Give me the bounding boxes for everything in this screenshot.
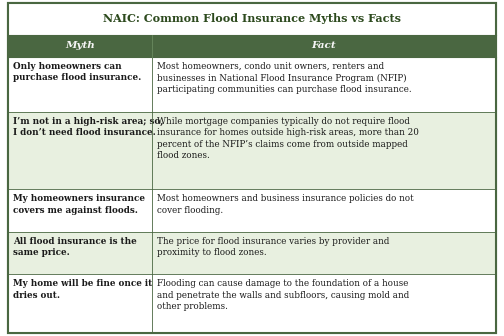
Text: NAIC: Common Flood Insurance Myths vs Facts: NAIC: Common Flood Insurance Myths vs Fa… <box>103 13 401 24</box>
Bar <box>8 112 496 189</box>
Text: I’m not in a high-risk area; so,
I don’t need flood insurance.: I’m not in a high-risk area; so, I don’t… <box>13 117 163 137</box>
Bar <box>8 275 496 333</box>
Text: All flood insurance is the
same price.: All flood insurance is the same price. <box>13 237 137 257</box>
Text: Most homeowners and business insurance policies do not
cover flooding.: Most homeowners and business insurance p… <box>157 194 414 215</box>
Text: Fact: Fact <box>311 42 336 50</box>
Bar <box>8 57 496 112</box>
Text: Most homeowners, condo unit owners, renters and
businesses in National Flood Ins: Most homeowners, condo unit owners, rent… <box>157 62 412 94</box>
Bar <box>8 232 496 275</box>
Bar <box>8 35 496 57</box>
Text: Only homeowners can
purchase flood insurance.: Only homeowners can purchase flood insur… <box>13 62 141 82</box>
Text: The price for flood insurance varies by provider and
proximity to flood zones.: The price for flood insurance varies by … <box>157 237 389 257</box>
Text: My home will be fine once it
dries out.: My home will be fine once it dries out. <box>13 280 152 300</box>
Bar <box>8 189 496 232</box>
Text: While mortgage companies typically do not require flood
insurance for homes outs: While mortgage companies typically do no… <box>157 117 419 160</box>
Text: Myth: Myth <box>65 42 95 50</box>
Text: My homeowners insurance
covers me against floods.: My homeowners insurance covers me agains… <box>13 194 145 215</box>
Text: Flooding can cause damage to the foundation of a house
and penetrate the walls a: Flooding can cause damage to the foundat… <box>157 280 409 311</box>
Bar <box>8 3 496 35</box>
